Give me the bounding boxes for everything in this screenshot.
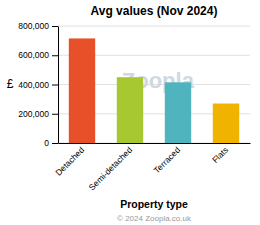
tick-label: 800,000: [18, 21, 49, 31]
tick: 0: [44, 138, 58, 148]
x-label: Property type: [120, 198, 188, 210]
bar: [117, 77, 143, 143]
chart: Zoopla0200,000400,000600,000800,000Detac…: [0, 0, 260, 225]
bar: [165, 82, 191, 143]
tick-label: 200,000: [18, 109, 49, 119]
tick: 400,000: [18, 80, 58, 90]
tick-label: Flats: [210, 145, 230, 165]
tick-mark: [52, 143, 58, 144]
tick-label: Detached: [53, 145, 86, 178]
y-label: £: [7, 77, 14, 91]
tick-mark: [52, 26, 58, 27]
tick-label: 0: [44, 138, 49, 148]
tick-mark: [52, 114, 58, 115]
axis-line: [58, 27, 59, 144]
tick-label: 600,000: [18, 50, 49, 60]
tick: 800,000: [18, 21, 58, 31]
grid: [58, 26, 250, 143]
tick: Flats: [210, 143, 230, 165]
x-axis: DetachedSemi-detached Terraced Flats: [53, 143, 250, 192]
tick-label: Terraced: [152, 145, 183, 176]
axis-line: [59, 143, 251, 144]
bars: [69, 38, 239, 143]
tick-label: 400,000: [18, 80, 49, 90]
plot: Zoopla0200,000400,000600,000800,000Detac…: [18, 21, 250, 192]
tick: 600,000: [18, 50, 58, 60]
tick: Detached: [53, 143, 86, 178]
tick: 200,000: [18, 109, 58, 119]
tick: Terraced: [152, 143, 183, 175]
title: Avg values (Nov 2024): [91, 4, 218, 18]
tick: Semi-detached: [87, 143, 135, 192]
bar: [213, 104, 239, 143]
bar: [69, 38, 95, 143]
copyright: © 2024 Zoopla.co.uk: [117, 214, 192, 223]
y-axis: 0 200,000 400,000 600,000 800,000: [18, 21, 58, 148]
tick-mark: [52, 55, 58, 56]
tick-mark: [52, 85, 58, 86]
grid-line: [58, 26, 250, 27]
tick-label: Semi-detached: [87, 145, 135, 193]
